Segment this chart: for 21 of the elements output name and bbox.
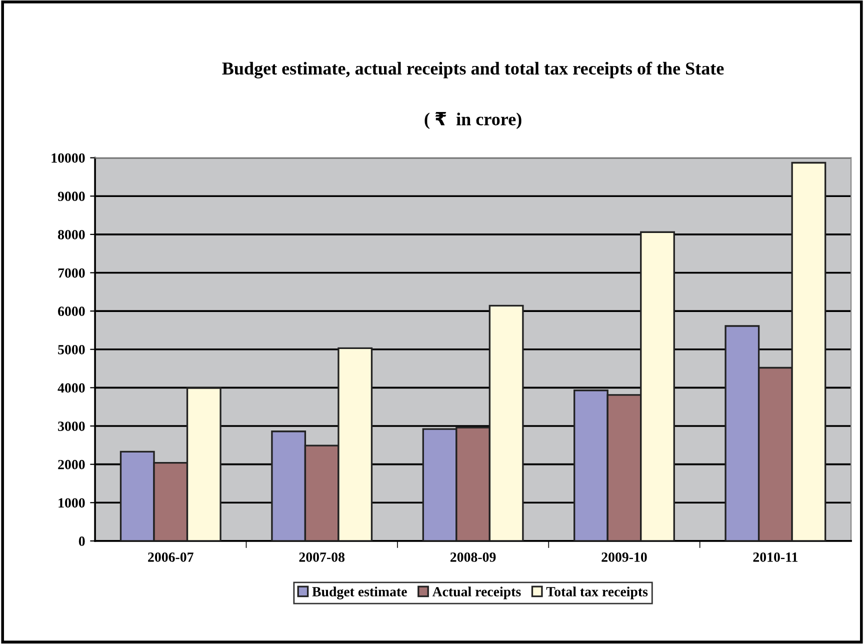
- y-tick-label: 1000: [58, 498, 85, 508]
- x-tick-label: 2007-08: [299, 552, 345, 562]
- y-tick-label: 10000: [52, 153, 85, 163]
- x-tick-label: 2010-11: [753, 552, 798, 562]
- y-tick-label: 3000: [58, 422, 85, 431]
- y-tick-label: 6000: [58, 306, 85, 316]
- y-tick-label: 8000: [58, 230, 85, 240]
- x-tick-label: 2006-07: [148, 552, 194, 562]
- legend-label: Total tax receipts: [546, 586, 648, 600]
- y-tick-label: 9000: [58, 192, 85, 202]
- y-tick-label: 0: [78, 536, 85, 546]
- y-tick-label: 7000: [58, 268, 85, 278]
- x-tick-label: 2009-10: [602, 552, 647, 562]
- x-tick-label: 2008-09: [450, 552, 496, 562]
- legend-label: Budget estimate: [312, 586, 407, 600]
- y-tick-label: 2000: [58, 460, 85, 470]
- y-tick-label: 4000: [58, 383, 85, 393]
- legend-label: Actual receipts: [432, 586, 521, 600]
- y-tick-label: 5000: [58, 344, 85, 354]
- chart-title: Budget estimate, actual receipts and total tax receipts of the State: [222, 62, 724, 78]
- chart-subtitle: ( ₹ in crore): [424, 112, 522, 130]
